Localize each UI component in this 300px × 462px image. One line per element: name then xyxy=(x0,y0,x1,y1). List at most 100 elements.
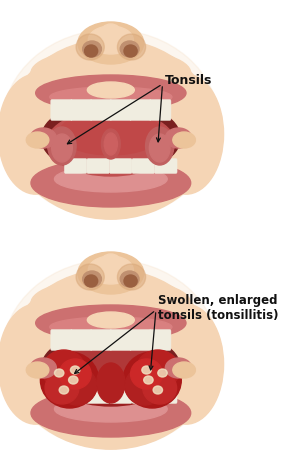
Ellipse shape xyxy=(117,264,146,290)
Ellipse shape xyxy=(101,129,120,159)
Ellipse shape xyxy=(40,352,99,408)
Ellipse shape xyxy=(136,350,179,390)
Ellipse shape xyxy=(76,34,104,60)
Ellipse shape xyxy=(42,350,86,390)
Ellipse shape xyxy=(41,331,180,405)
Ellipse shape xyxy=(47,340,175,406)
Ellipse shape xyxy=(57,367,97,405)
FancyBboxPatch shape xyxy=(87,158,110,174)
FancyBboxPatch shape xyxy=(154,158,177,174)
Ellipse shape xyxy=(2,260,219,449)
Ellipse shape xyxy=(44,66,178,182)
Ellipse shape xyxy=(87,312,134,328)
Ellipse shape xyxy=(173,132,195,148)
FancyBboxPatch shape xyxy=(64,158,87,174)
FancyBboxPatch shape xyxy=(132,389,154,403)
FancyBboxPatch shape xyxy=(90,329,112,351)
Ellipse shape xyxy=(88,26,134,54)
Ellipse shape xyxy=(120,271,139,287)
Ellipse shape xyxy=(158,369,167,377)
FancyBboxPatch shape xyxy=(87,389,110,403)
Ellipse shape xyxy=(26,132,49,148)
Text: Swollen, enlarged
tonsils (tonsillitis): Swollen, enlarged tonsils (tonsillitis) xyxy=(158,294,278,322)
Ellipse shape xyxy=(144,376,153,384)
FancyBboxPatch shape xyxy=(110,158,132,174)
Ellipse shape xyxy=(31,389,191,437)
FancyBboxPatch shape xyxy=(130,329,151,351)
Ellipse shape xyxy=(52,134,72,162)
Ellipse shape xyxy=(23,278,199,431)
Ellipse shape xyxy=(36,305,186,341)
Ellipse shape xyxy=(117,34,146,60)
Ellipse shape xyxy=(55,396,167,422)
Ellipse shape xyxy=(125,367,164,405)
FancyBboxPatch shape xyxy=(90,99,112,121)
Ellipse shape xyxy=(130,359,163,389)
Ellipse shape xyxy=(69,376,78,384)
Ellipse shape xyxy=(0,74,73,194)
Ellipse shape xyxy=(70,366,80,374)
Ellipse shape xyxy=(87,82,134,98)
FancyBboxPatch shape xyxy=(132,158,154,174)
Ellipse shape xyxy=(41,101,180,175)
Text: Tonsils: Tonsils xyxy=(164,73,212,86)
Ellipse shape xyxy=(2,30,219,219)
Ellipse shape xyxy=(45,372,79,404)
FancyBboxPatch shape xyxy=(149,99,171,121)
Ellipse shape xyxy=(31,159,191,207)
Ellipse shape xyxy=(100,254,121,272)
Ellipse shape xyxy=(30,128,56,148)
Ellipse shape xyxy=(8,39,214,219)
FancyBboxPatch shape xyxy=(154,389,177,403)
Ellipse shape xyxy=(124,45,137,57)
Ellipse shape xyxy=(97,363,125,403)
Ellipse shape xyxy=(88,256,134,284)
Ellipse shape xyxy=(50,317,172,337)
Ellipse shape xyxy=(78,252,144,294)
Ellipse shape xyxy=(143,372,177,404)
Ellipse shape xyxy=(59,359,91,389)
Ellipse shape xyxy=(85,45,98,57)
Ellipse shape xyxy=(48,127,76,165)
Ellipse shape xyxy=(36,75,186,111)
Ellipse shape xyxy=(120,41,139,57)
FancyBboxPatch shape xyxy=(51,329,72,351)
FancyBboxPatch shape xyxy=(110,99,131,121)
Ellipse shape xyxy=(173,362,195,378)
Ellipse shape xyxy=(146,127,174,165)
Ellipse shape xyxy=(100,24,121,42)
Ellipse shape xyxy=(148,304,224,424)
Ellipse shape xyxy=(85,275,98,287)
Ellipse shape xyxy=(50,87,172,107)
Ellipse shape xyxy=(78,22,144,64)
Ellipse shape xyxy=(47,110,175,176)
Ellipse shape xyxy=(124,275,137,287)
FancyBboxPatch shape xyxy=(51,99,72,121)
Ellipse shape xyxy=(31,48,191,98)
Ellipse shape xyxy=(44,296,178,413)
Ellipse shape xyxy=(149,134,170,162)
Ellipse shape xyxy=(123,352,181,408)
FancyBboxPatch shape xyxy=(110,389,132,403)
Ellipse shape xyxy=(142,366,151,374)
FancyBboxPatch shape xyxy=(130,99,151,121)
FancyBboxPatch shape xyxy=(70,99,92,121)
Ellipse shape xyxy=(153,386,163,394)
Ellipse shape xyxy=(31,278,191,328)
FancyBboxPatch shape xyxy=(149,329,171,351)
Ellipse shape xyxy=(76,264,104,290)
Ellipse shape xyxy=(165,358,192,378)
Ellipse shape xyxy=(59,341,163,385)
Ellipse shape xyxy=(55,166,167,192)
FancyBboxPatch shape xyxy=(64,389,87,403)
Ellipse shape xyxy=(55,369,64,377)
Ellipse shape xyxy=(59,111,163,155)
Ellipse shape xyxy=(26,362,49,378)
Ellipse shape xyxy=(165,128,192,148)
Ellipse shape xyxy=(104,133,117,155)
Ellipse shape xyxy=(0,304,73,424)
Ellipse shape xyxy=(83,41,101,57)
Ellipse shape xyxy=(59,386,69,394)
FancyBboxPatch shape xyxy=(70,329,92,351)
Ellipse shape xyxy=(8,269,214,449)
